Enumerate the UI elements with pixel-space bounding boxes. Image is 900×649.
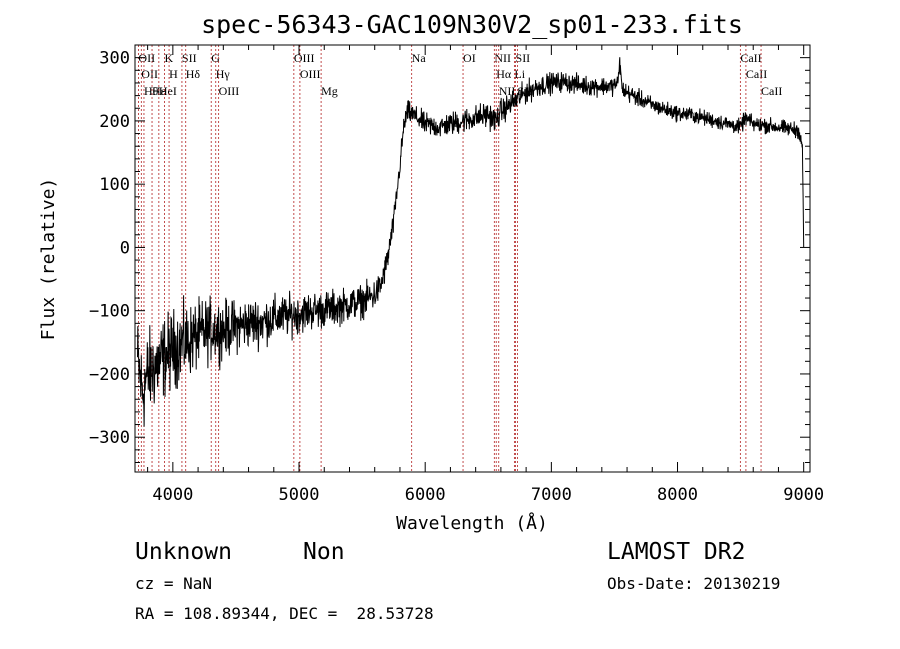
obs-date-text: Obs-Date: 20130219 — [607, 574, 780, 593]
spectral-line-label: OIII — [300, 67, 321, 81]
y-tick-label: 100 — [99, 175, 130, 195]
x-tick-label: 6000 — [405, 485, 446, 505]
spectral-line-label: OII — [138, 51, 155, 65]
y-tick-label: −200 — [89, 365, 130, 385]
spectral-line-label: Hα — [496, 67, 512, 81]
flux-line — [137, 57, 805, 427]
y-tick-label: −100 — [89, 302, 130, 322]
spectral-line-label: Hδ — [186, 67, 201, 81]
spectral-line-label: CaII — [746, 67, 767, 81]
spectral-line-label: OIII — [219, 84, 240, 98]
spectral-line-label: SII — [516, 51, 531, 65]
axes: 4000 5000 6000 7000 8000 9000 −300 −200 −100 0 100… — [89, 44, 824, 505]
x-axis-label: Wavelength (Å) — [396, 512, 548, 534]
spectral-lines: OIIOIIHθHεHeIKHSIIHδGHγOIIIOIIIOIIIMgNaO… — [138, 45, 782, 472]
class-text: Unknown — [135, 539, 232, 565]
spectral-line-label: OII — [141, 67, 158, 81]
y-tick-label: 0 — [120, 238, 130, 258]
spectral-line-label: Hγ — [216, 67, 231, 81]
chart-title: spec-56343-GAC109N30V2_sp01-233.fits — [201, 10, 743, 39]
y-tick-label: 300 — [99, 49, 130, 69]
y-tick-label: 200 — [99, 112, 130, 132]
y-axis-label: Flux (relative) — [38, 178, 59, 341]
spectral-line-label: OI — [463, 51, 476, 65]
subclass-text: Non — [303, 539, 345, 565]
x-tick-label: 4000 — [152, 485, 193, 505]
spectral-line-label: CaII — [761, 84, 782, 98]
spectral-line-label: NII — [499, 84, 516, 98]
flux-series — [137, 57, 805, 427]
x-tick-label: 7000 — [531, 485, 572, 505]
radec-text: RA = 108.89344, DEC = 28.53728 — [135, 604, 434, 623]
survey-label: LAMOST DR2 — [607, 539, 745, 565]
spectral-line-label: HeI — [159, 84, 177, 98]
spectral-line-label: H — [169, 67, 178, 81]
spectral-line-label: Hθ — [144, 84, 159, 98]
cz-text: cz = NaN — [135, 574, 212, 593]
x-tick-label: 5000 — [279, 485, 320, 505]
x-tick-label: 9000 — [783, 485, 824, 505]
spectral-line-label: Mg — [321, 84, 338, 98]
spectral-line-label: Li — [514, 67, 525, 81]
spectral-line-label: CaII — [740, 51, 761, 65]
spectral-line-label: Na — [412, 51, 427, 65]
y-tick-label: −300 — [89, 428, 130, 448]
plot-frame — [134, 44, 811, 473]
spectral-line-label: OIII — [294, 51, 315, 65]
spectral-line-label: NII — [494, 51, 511, 65]
spectral-line-label: SII — [182, 51, 197, 65]
x-tick-label: 8000 — [657, 485, 698, 505]
